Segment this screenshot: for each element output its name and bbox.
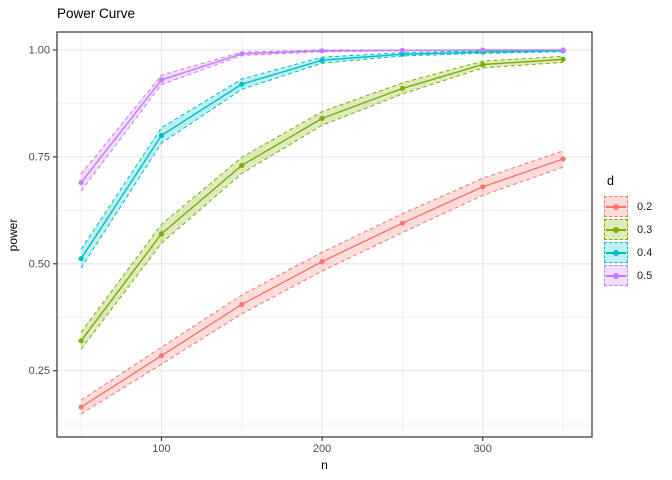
data-point <box>560 156 566 162</box>
legend-label: 0.4 <box>637 246 653 259</box>
x-axis-title: n <box>321 458 328 472</box>
legend-key-point <box>613 226 619 233</box>
data-point <box>480 184 486 190</box>
gridlines-minor <box>57 32 592 437</box>
data-point <box>239 162 245 169</box>
ribbon <box>81 49 564 269</box>
legend-key-swatch <box>604 265 628 286</box>
data-point <box>158 231 165 237</box>
data-point <box>319 48 325 54</box>
ribbon <box>81 150 564 414</box>
data-point <box>158 353 165 359</box>
legend-item: 0.2 <box>604 195 652 218</box>
y-tick-label: 0.25 <box>29 365 50 377</box>
data-point <box>78 404 84 410</box>
legend-title: d <box>607 174 614 188</box>
x-tick-label: 200 <box>313 443 331 455</box>
data-point <box>399 220 406 226</box>
data-point <box>319 57 325 63</box>
legend-label: 0.5 <box>637 269 653 282</box>
data-point <box>158 132 165 139</box>
legend-key-point <box>613 272 619 279</box>
ribbon-upper-edge <box>80 150 564 401</box>
y-axis-title: power <box>6 218 20 252</box>
ribbon-lower-edge <box>80 166 564 415</box>
data-point <box>399 85 406 92</box>
data-point <box>319 259 325 265</box>
data-point <box>78 179 84 186</box>
legend-key-point <box>613 249 619 256</box>
legend: d 0.2 0.3 0.4 0.5 <box>604 174 652 287</box>
series-0.5 <box>78 47 566 192</box>
legend-key-swatch <box>604 196 628 217</box>
data-point <box>78 338 84 344</box>
legend-label: 0.2 <box>637 200 653 213</box>
legend-label: 0.3 <box>637 223 653 236</box>
legend-items: 0.2 0.3 0.4 0.5 <box>604 195 652 287</box>
data-point <box>480 61 486 68</box>
legend-key-point <box>613 203 619 210</box>
y-tick-label: 0.50 <box>29 258 50 270</box>
data-point <box>239 81 245 87</box>
panel-border <box>56 31 593 438</box>
legend-key-swatch <box>604 242 628 263</box>
legend-key-swatch <box>604 219 628 240</box>
ribbon <box>81 56 564 350</box>
series-0.2 <box>78 150 566 415</box>
x-tick-label: 100 <box>152 443 170 455</box>
chart-title: Power Curve <box>57 6 136 21</box>
data-point <box>399 47 406 53</box>
data-point <box>158 77 165 83</box>
legend-item: 0.3 <box>604 218 652 241</box>
series-0.3 <box>78 55 566 350</box>
y-tick-label: 1.00 <box>29 44 50 56</box>
data-point <box>560 56 566 62</box>
data-point <box>319 115 325 121</box>
data-point <box>399 51 406 57</box>
axis-tick-labels: 100 200 300 0.25 0.50 0.75 1.00 <box>29 44 492 455</box>
data-point <box>480 47 486 53</box>
legend-item: 0.5 <box>604 264 652 287</box>
data-point <box>239 51 245 57</box>
ribbon-lower-edge <box>80 49 564 192</box>
data-point <box>78 256 84 262</box>
x-tick-label: 300 <box>474 443 492 455</box>
legend-item: 0.4 <box>604 241 652 264</box>
y-tick-label: 0.75 <box>29 151 50 163</box>
data-point <box>239 301 245 308</box>
ribbon-upper-edge <box>80 55 564 333</box>
ribbon-lower-edge <box>80 61 564 350</box>
axis-ticks <box>53 49 484 441</box>
data-point <box>560 47 566 53</box>
